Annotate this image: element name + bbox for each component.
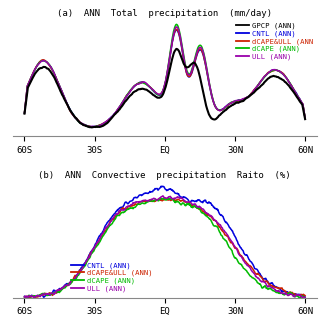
Title: (a)  ANN  Total  precipitation  (mm/day): (a) ANN Total precipitation (mm/day): [57, 9, 272, 19]
Legend: CNTL (ANN), dCAPE&ULL (ANN), dCAPE (ANN), ULL (ANN): CNTL (ANN), dCAPE&ULL (ANN), dCAPE (ANN)…: [71, 262, 153, 292]
Legend: GPCP (ANN), CNTL (ANN), dCAPE&ULL (ANN, dCAPE (ANN), ULL (ANN): GPCP (ANN), CNTL (ANN), dCAPE&ULL (ANN, …: [236, 23, 313, 60]
Title: (b)  ANN  Convective  precipitation  Raito  (%): (b) ANN Convective precipitation Raito (…: [38, 171, 291, 180]
